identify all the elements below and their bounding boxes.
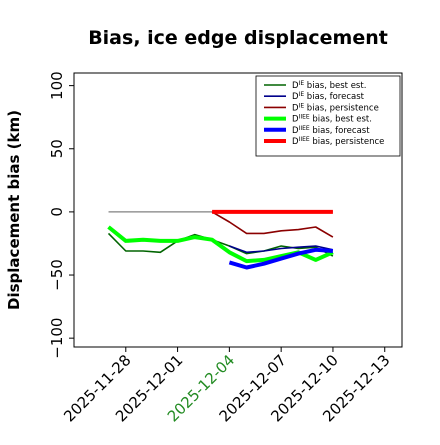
y-tick-label: −50	[48, 259, 66, 291]
legend-entry: DIIEE bias, best est.	[292, 114, 372, 125]
legend: DIE bias, best est.DIE bias, forecastDIE…	[255, 75, 401, 157]
legend-entry: DIE bias, forecast	[292, 91, 365, 102]
legend-entry: DIE bias, best est.	[292, 80, 366, 91]
series-line-2	[229, 245, 334, 254]
series-line-3	[211, 211, 334, 238]
legend-entry: DIE bias, persistence	[292, 102, 379, 113]
y-tick-label: 100	[48, 71, 66, 100]
legend-entry: DIIEE bias, forecast	[292, 125, 370, 136]
y-axis-label: Displacement bias (km)	[5, 110, 23, 310]
axes-frame	[73, 72, 403, 348]
legend-entry: DIIEE bias, persistence	[292, 136, 384, 147]
y-tick-label: −100	[48, 318, 66, 359]
y-tick-label: 50	[48, 139, 66, 158]
series-line-5	[228, 247, 334, 270]
y-tick-label: 0	[48, 207, 66, 217]
chart-title: Bias, ice edge displacement	[88, 27, 388, 49]
series-line-4	[107, 225, 334, 264]
